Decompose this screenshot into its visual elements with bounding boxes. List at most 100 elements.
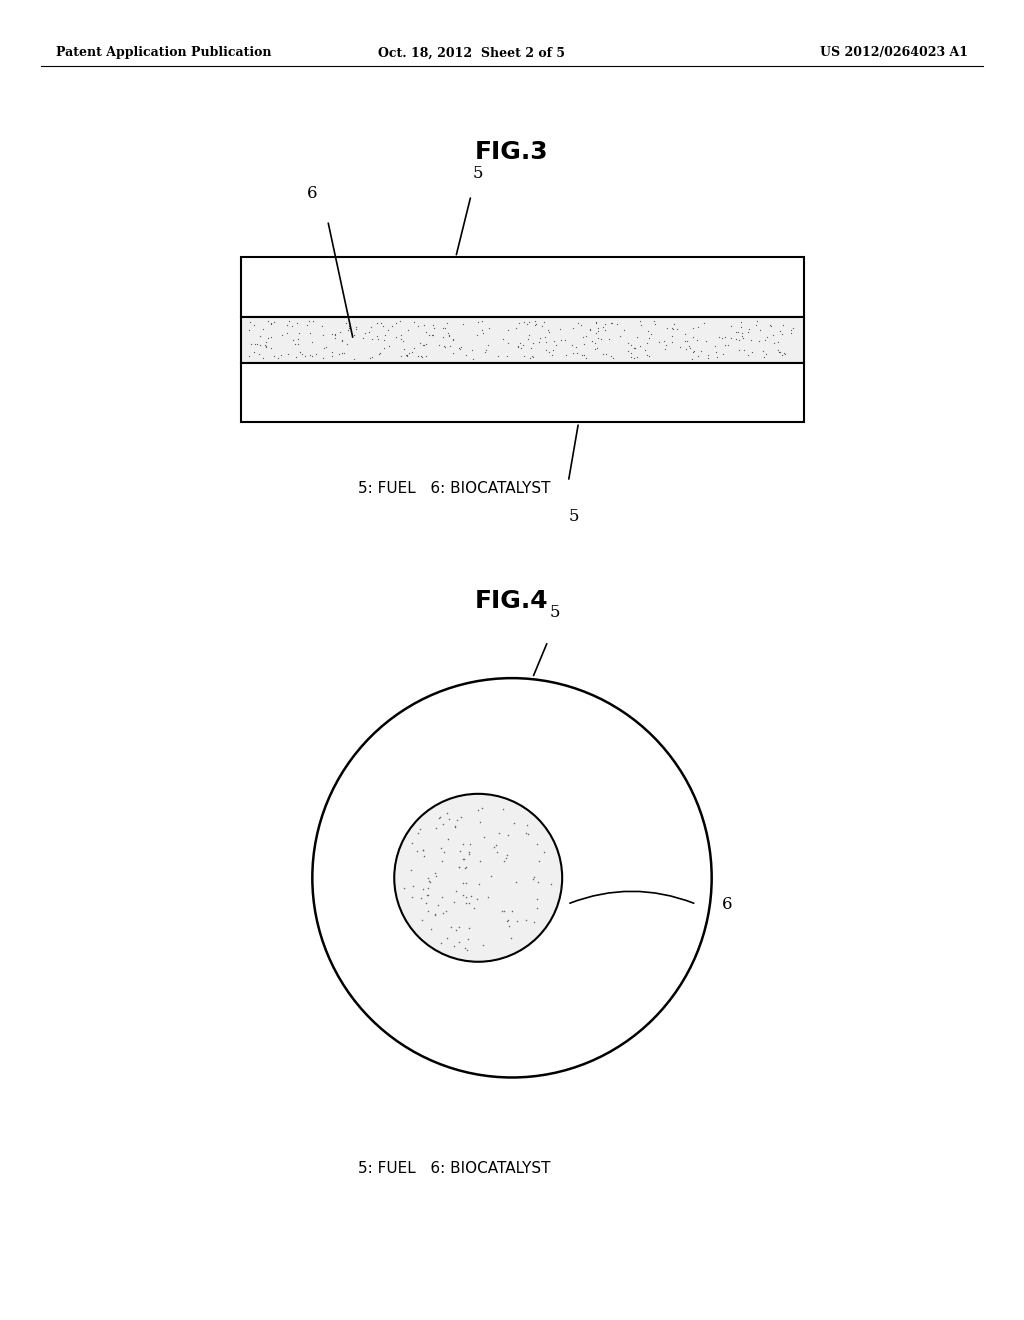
Point <box>642 323 658 345</box>
Point <box>565 317 582 338</box>
Point <box>757 329 773 350</box>
Point <box>526 314 543 335</box>
Point <box>465 348 481 370</box>
Point <box>424 325 440 346</box>
Ellipse shape <box>312 678 712 1077</box>
Point <box>470 312 486 333</box>
Point <box>717 326 733 347</box>
Point <box>257 334 273 355</box>
Point <box>418 892 434 913</box>
Point <box>441 325 458 346</box>
Point <box>402 859 419 880</box>
Point <box>582 318 598 339</box>
Point <box>266 345 283 366</box>
Point <box>410 315 426 337</box>
Point <box>564 334 581 355</box>
Point <box>438 312 455 333</box>
Point <box>603 346 620 367</box>
Point <box>420 902 436 923</box>
Point <box>739 345 756 366</box>
Point <box>251 343 267 364</box>
Point <box>304 346 321 367</box>
Point <box>588 323 604 345</box>
Point <box>447 880 464 902</box>
Point <box>380 319 396 341</box>
Point <box>783 319 800 341</box>
Point <box>541 322 557 343</box>
Point <box>723 315 739 337</box>
Point <box>735 339 752 360</box>
Point <box>629 326 645 347</box>
Point <box>489 346 506 367</box>
Point <box>415 878 431 899</box>
Point <box>464 339 480 360</box>
Point <box>364 329 380 350</box>
Point <box>241 345 257 366</box>
Point <box>615 319 632 341</box>
Point <box>397 345 414 366</box>
Point <box>572 315 589 337</box>
Point <box>529 888 546 909</box>
Point <box>774 323 791 345</box>
Point <box>381 335 397 356</box>
Point <box>439 928 456 949</box>
Point <box>504 902 520 923</box>
Point <box>511 313 527 334</box>
Point <box>455 833 471 854</box>
Point <box>487 834 504 855</box>
Point <box>360 322 377 343</box>
Point <box>510 335 526 356</box>
Point <box>413 888 429 909</box>
Point <box>327 325 343 346</box>
Point <box>439 829 456 850</box>
Point <box>470 799 486 820</box>
Point <box>583 319 599 341</box>
Point <box>782 322 799 343</box>
Point <box>664 317 680 338</box>
Point <box>699 347 716 368</box>
Point <box>777 343 794 364</box>
Point <box>667 314 683 335</box>
Point <box>456 849 472 870</box>
Point <box>579 325 595 346</box>
Point <box>445 329 462 350</box>
Point <box>413 818 429 840</box>
Point <box>461 917 477 939</box>
Point <box>588 312 604 333</box>
Point <box>595 343 611 364</box>
Point <box>393 346 410 367</box>
Point <box>503 927 519 948</box>
Text: Patent Application Publication: Patent Application Publication <box>56 46 271 59</box>
Point <box>348 315 365 337</box>
Point <box>601 329 617 350</box>
Point <box>395 331 412 352</box>
Point <box>415 840 431 861</box>
Point <box>341 315 357 337</box>
Point <box>455 884 471 906</box>
Point <box>427 904 443 925</box>
Point <box>742 330 759 351</box>
Point <box>552 318 568 339</box>
Point <box>361 348 378 370</box>
Point <box>538 331 554 352</box>
Point <box>257 331 273 352</box>
Point <box>369 326 385 347</box>
Point <box>279 322 295 343</box>
Point <box>696 312 713 333</box>
Point <box>499 346 515 367</box>
Point <box>442 917 459 939</box>
Point <box>441 325 458 346</box>
Point <box>421 325 437 346</box>
Point <box>241 319 257 341</box>
Point <box>345 325 361 346</box>
Point <box>262 326 279 347</box>
Point <box>263 313 280 334</box>
Point <box>678 339 694 360</box>
Point <box>425 314 441 335</box>
Point <box>527 314 544 335</box>
Point <box>575 333 592 354</box>
Point <box>756 346 772 367</box>
Point <box>420 867 436 888</box>
Point <box>474 323 490 345</box>
Point <box>432 807 449 828</box>
